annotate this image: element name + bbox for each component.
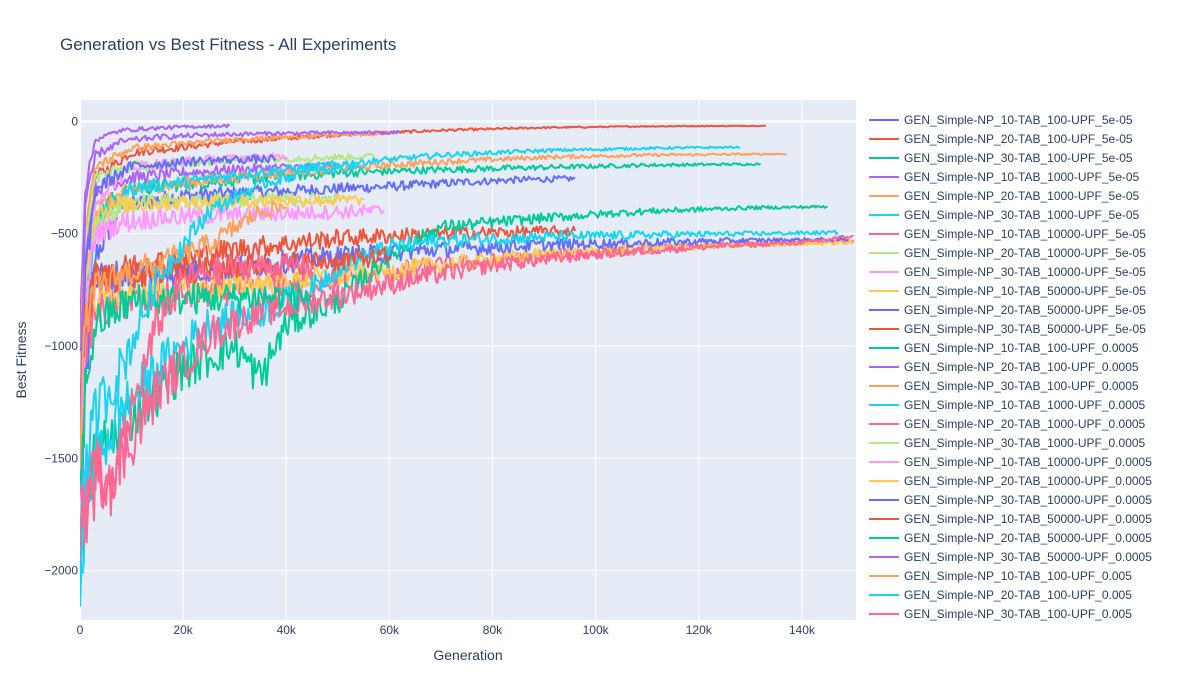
legend-item[interactable]: GEN_Simple-NP_10-TAB_50000-UPF_0.0005 [869, 512, 1152, 526]
legend-item[interactable]: GEN_Simple-NP_20-TAB_100-UPF_0.005 [869, 588, 1132, 602]
legend-item[interactable]: GEN_Simple-NP_20-TAB_10000-UPF_0.0005 [869, 474, 1152, 488]
legend-item[interactable]: GEN_Simple-NP_30-TAB_10000-UPF_0.0005 [869, 493, 1152, 507]
legend-label: GEN_Simple-NP_30-TAB_100-UPF_0.0005 [904, 379, 1139, 393]
legend-item[interactable]: GEN_Simple-NP_10-TAB_50000-UPF_5e-05 [869, 284, 1146, 298]
series-line-21 [80, 154, 277, 352]
axis-ticks: 0 20k 40k 60k 80k 100k 120k 140k 0 −500 −1000 −1500… [44, 114, 816, 637]
series-line-5 [80, 152, 787, 484]
legend-label: GEN_Simple-NP_10-TAB_50000-UPF_0.0005 [904, 512, 1152, 526]
series-line-22 [80, 246, 391, 406]
legend-item[interactable]: GEN_Simple-NP_30-TAB_100-UPF_0.005 [869, 607, 1132, 621]
legend-item[interactable]: GEN_Simple-NP_30-TAB_100-UPF_0.0005 [869, 379, 1139, 393]
series-line-6 [80, 145, 741, 549]
legend-label: GEN_Simple-NP_30-TAB_1000-UPF_5e-05 [904, 208, 1140, 222]
legend-label: GEN_Simple-NP_30-TAB_10000-UPF_5e-05 [904, 265, 1146, 279]
y-tick-label: −500 [51, 227, 78, 241]
series-line-9 [80, 203, 385, 401]
x-tick-label: 100k [583, 623, 610, 637]
legend-label: GEN_Simple-NP_10-TAB_100-UPF_0.005 [904, 569, 1132, 583]
legend-item[interactable]: GEN_Simple-NP_20-TAB_1000-UPF_5e-05 [869, 189, 1140, 203]
x-tick-label: 140k [789, 623, 816, 637]
series-line-27 [80, 253, 313, 540]
legend-item[interactable]: GEN_Simple-NP_20-TAB_50000-UPF_0.0005 [869, 531, 1152, 545]
legend-label: GEN_Simple-NP_30-TAB_100-UPF_0.005 [904, 607, 1132, 621]
legend-label: GEN_Simple-NP_10-TAB_10000-UPF_5e-05 [904, 227, 1146, 241]
y-tick-label: 0 [71, 114, 78, 128]
legend-item[interactable]: GEN_Simple-NP_10-TAB_10000-UPF_5e-05 [869, 227, 1146, 241]
legend-label: GEN_Simple-NP_10-TAB_10000-UPF_0.0005 [904, 455, 1152, 469]
legend-label: GEN_Simple-NP_10-TAB_1000-UPF_5e-05 [904, 170, 1140, 184]
legend-item[interactable]: GEN_Simple-NP_20-TAB_100-UPF_5e-05 [869, 132, 1133, 146]
legend-label: GEN_Simple-NP_20-TAB_10000-UPF_5e-05 [904, 246, 1146, 260]
legend-label: GEN_Simple-NP_20-TAB_50000-UPF_0.0005 [904, 531, 1152, 545]
legend-item[interactable]: GEN_Simple-NP_20-TAB_100-UPF_0.0005 [869, 360, 1139, 374]
legend-label: GEN_Simple-NP_30-TAB_1000-UPF_0.0005 [904, 436, 1146, 450]
legend-item[interactable]: GEN_Simple-NP_10-TAB_1000-UPF_5e-05 [869, 170, 1140, 184]
legend-item[interactable]: GEN_Simple-NP_30-TAB_10000-UPF_5e-05 [869, 265, 1146, 279]
series-line-15 [80, 131, 390, 368]
chart-title: Generation vs Best Fitness - All Experim… [60, 35, 396, 54]
x-tick-label: 80k [483, 623, 503, 637]
x-axis-title: Generation [433, 647, 502, 663]
y-tick-label: −2000 [44, 564, 78, 578]
x-tick-label: 40k [277, 623, 297, 637]
series-line-13 [80, 204, 828, 551]
legend-label: GEN_Simple-NP_20-TAB_10000-UPF_0.0005 [904, 474, 1152, 488]
y-tick-label: −1500 [44, 451, 78, 465]
legend: GEN_Simple-NP_10-TAB_100-UPF_5e-05 GEN_Si… [869, 113, 1152, 621]
series-lines [80, 123, 855, 607]
legend-label: GEN_Simple-NP_30-TAB_100-UPF_5e-05 [904, 151, 1133, 165]
series-line-26 [80, 162, 365, 580]
series-line-24 [80, 130, 401, 439]
legend-label: GEN_Simple-NP_20-TAB_100-UPF_0.005 [904, 588, 1132, 602]
series-line-17 [80, 234, 854, 562]
legend-item[interactable]: GEN_Simple-NP_20-TAB_1000-UPF_0.0005 [869, 417, 1146, 431]
legend-label: GEN_Simple-NP_20-TAB_100-UPF_0.0005 [904, 360, 1139, 374]
legend-label: GEN_Simple-NP_30-TAB_50000-UPF_5e-05 [904, 322, 1146, 336]
legend-label: GEN_Simple-NP_10-TAB_100-UPF_5e-05 [904, 113, 1133, 127]
y-tick-label: −1000 [44, 339, 78, 353]
series-line-23 [80, 282, 313, 489]
legend-item[interactable]: GEN_Simple-NP_30-TAB_100-UPF_5e-05 [869, 151, 1133, 165]
legend-label: GEN_Simple-NP_10-TAB_50000-UPF_5e-05 [904, 284, 1146, 298]
legend-label: GEN_Simple-NP_30-TAB_10000-UPF_0.0005 [904, 493, 1152, 507]
legend-item[interactable]: GEN_Simple-NP_10-TAB_100-UPF_0.005 [869, 569, 1132, 583]
legend-item[interactable]: GEN_Simple-NP_30-TAB_50000-UPF_0.0005 [869, 550, 1152, 564]
legend-item[interactable]: GEN_Simple-NP_30-TAB_50000-UPF_5e-05 [869, 322, 1146, 336]
legend-item[interactable]: GEN_Simple-NP_10-TAB_100-UPF_0.0005 [869, 341, 1139, 355]
legend-item[interactable]: GEN_Simple-NP_30-TAB_1000-UPF_0.0005 [869, 436, 1146, 450]
legend-item[interactable]: GEN_Simple-NP_10-TAB_1000-UPF_0.0005 [869, 398, 1146, 412]
series-line-3 [80, 162, 761, 497]
legend-label: GEN_Simple-NP_10-TAB_1000-UPF_0.0005 [904, 398, 1146, 412]
series-line-12 [80, 225, 576, 375]
legend-item[interactable]: GEN_Simple-NP_10-TAB_100-UPF_5e-05 [869, 113, 1133, 127]
y-axis-title: Best Fitness [13, 321, 29, 398]
series-line-20 [80, 192, 365, 418]
legend-label: GEN_Simple-NP_20-TAB_1000-UPF_0.0005 [904, 417, 1146, 431]
legend-item[interactable]: GEN_Simple-NP_10-TAB_10000-UPF_0.0005 [869, 455, 1152, 469]
legend-label: GEN_Simple-NP_20-TAB_1000-UPF_5e-05 [904, 189, 1140, 203]
legend-item[interactable]: GEN_Simple-NP_20-TAB_50000-UPF_5e-05 [869, 303, 1146, 317]
x-tick-label: 20k [173, 623, 193, 637]
legend-label: GEN_Simple-NP_10-TAB_100-UPF_0.0005 [904, 341, 1139, 355]
x-tick-label: 60k [380, 623, 400, 637]
legend-item[interactable]: GEN_Simple-NP_20-TAB_10000-UPF_5e-05 [869, 246, 1146, 260]
legend-label: GEN_Simple-NP_20-TAB_50000-UPF_5e-05 [904, 303, 1146, 317]
legend-label: GEN_Simple-NP_30-TAB_50000-UPF_0.0005 [904, 550, 1152, 564]
x-tick-label: 0 [77, 623, 84, 637]
series-line-14 [80, 123, 231, 343]
legend-item[interactable]: GEN_Simple-NP_30-TAB_1000-UPF_5e-05 [869, 208, 1140, 222]
legend-label: GEN_Simple-NP_20-TAB_100-UPF_5e-05 [904, 132, 1133, 146]
x-tick-label: 120k [686, 623, 713, 637]
